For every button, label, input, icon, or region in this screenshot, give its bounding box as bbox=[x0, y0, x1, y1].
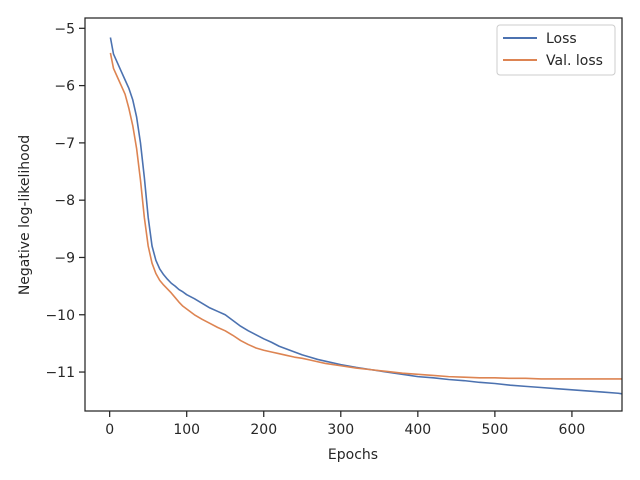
x-tick-label: 0 bbox=[105, 422, 114, 438]
y-tick-label: −9 bbox=[54, 250, 75, 266]
legend-label-loss: Loss bbox=[546, 31, 577, 47]
legend-label-val-loss: Val. loss bbox=[546, 53, 603, 69]
x-axis-label: Epochs bbox=[328, 447, 378, 463]
plot-frame bbox=[84, 17, 623, 412]
x-tick-label: 600 bbox=[559, 422, 586, 438]
y-axis-label: Negative log-likelihood bbox=[17, 135, 33, 295]
y-tick-label: −10 bbox=[45, 308, 75, 324]
y-tick-label: −5 bbox=[54, 21, 75, 37]
ticks-layer: 0 100 200 300 400 500 600 −5 −6 −7 −8 −9 −10 −11 bbox=[45, 21, 585, 438]
x-tick-label: 500 bbox=[482, 422, 509, 438]
y-tick-label: −8 bbox=[54, 193, 75, 209]
x-tick-label: 400 bbox=[404, 422, 431, 438]
legend: Loss Val. loss bbox=[496, 24, 616, 76]
series-line-val-loss bbox=[109, 52, 622, 380]
y-tick-label: −11 bbox=[45, 365, 75, 381]
y-tick-label: −6 bbox=[54, 79, 75, 95]
x-tick-label: 100 bbox=[173, 422, 200, 438]
x-tick-label: 200 bbox=[250, 422, 277, 438]
series-layer bbox=[109, 37, 623, 395]
series-line-loss bbox=[109, 37, 623, 395]
y-tick-label: −7 bbox=[54, 136, 75, 152]
x-tick-label: 300 bbox=[327, 422, 354, 438]
